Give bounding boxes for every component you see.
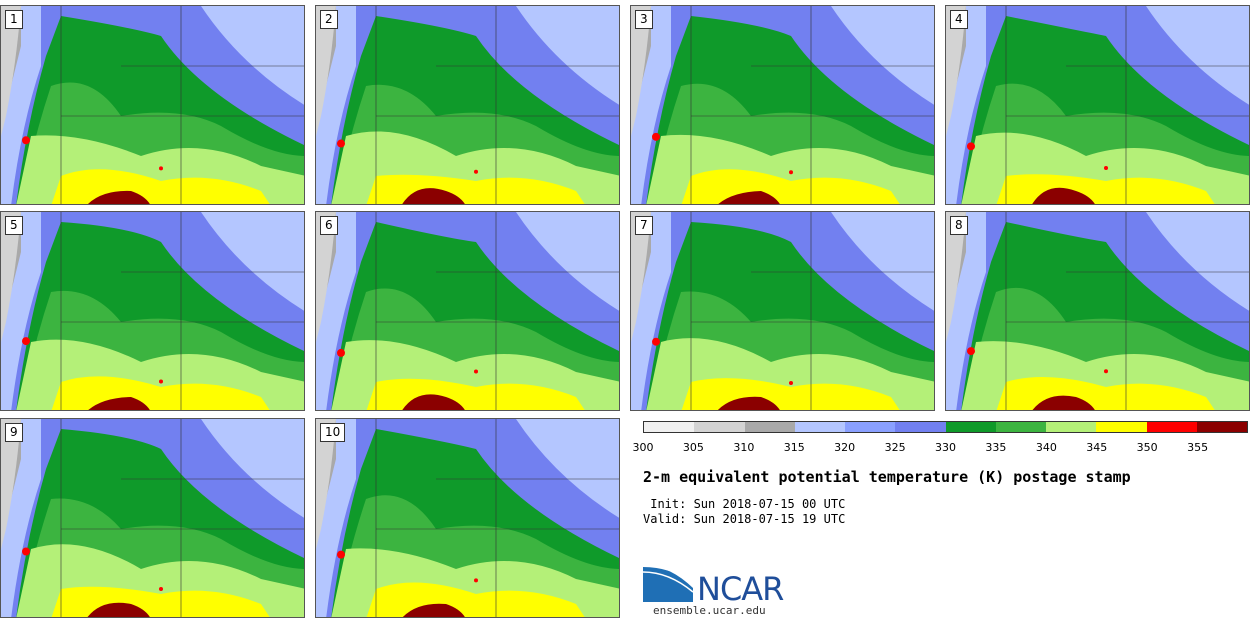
map-panel: 10	[315, 418, 620, 618]
map-panel: 6	[315, 211, 620, 411]
map-panel: 4	[945, 5, 1250, 205]
time-info: Init: Sun 2018-07-15 00 UTC Valid: Sun 2…	[643, 497, 845, 527]
panel-label: 8	[950, 216, 968, 235]
colorbar-tick-label: 355	[1187, 441, 1209, 454]
map-panel: 5	[0, 211, 305, 411]
colorbar	[643, 421, 1248, 433]
ncar-logo-icon	[643, 565, 694, 602]
colorbar-tick-label: 350	[1136, 441, 1158, 454]
colorbar-swatch	[895, 422, 946, 432]
colorbar-ticks: 300 305 310 315 320 325 330 335 340 345 350 355	[633, 441, 1248, 455]
panel-label: 4	[950, 10, 968, 29]
map-panel: 7	[630, 211, 935, 411]
figure-title: 2-m equivalent potential temperature (K)…	[643, 468, 1131, 486]
panel-label: 3	[635, 10, 653, 29]
panel-label: 5	[5, 216, 23, 235]
colorbar-tick-label: 345	[1086, 441, 1108, 454]
colorbar-tick-label: 300	[632, 441, 654, 454]
site-url: ensemble.ucar.edu	[653, 604, 766, 617]
colorbar-swatch	[1096, 422, 1147, 432]
colorbar-swatch	[945, 422, 996, 432]
panel-label: 6	[320, 216, 338, 235]
colorbar-swatch	[845, 422, 896, 432]
colorbar-tick-label: 325	[884, 441, 906, 454]
panel-label: 7	[635, 216, 653, 235]
colorbar-tick-label: 315	[783, 441, 805, 454]
colorbar-tick-label: 340	[1035, 441, 1057, 454]
panel-label: 2	[320, 10, 338, 29]
panel-label: 10	[320, 423, 346, 442]
panel-label: 9	[5, 423, 23, 442]
colorbar-swatch	[1046, 422, 1097, 432]
map-panel: 2	[315, 5, 620, 205]
colorbar-swatch	[644, 422, 695, 432]
colorbar-tick-label: 320	[834, 441, 856, 454]
colorbar-swatch	[995, 422, 1046, 432]
map-panel: 9	[0, 418, 305, 618]
map-panel: 1	[0, 5, 305, 205]
map-panel: 3	[630, 5, 935, 205]
colorbar-tick-label: 305	[682, 441, 704, 454]
init-time: Init: Sun 2018-07-15 00 UTC	[643, 497, 846, 511]
colorbar-tick-label: 335	[985, 441, 1007, 454]
map-panel: 8	[945, 211, 1250, 411]
colorbar-swatch	[794, 422, 845, 432]
panel-label: 1	[5, 10, 23, 29]
colorbar-swatch	[1196, 422, 1247, 432]
colorbar-swatch	[744, 422, 795, 432]
colorbar-tick-label: 330	[935, 441, 956, 454]
logo-text: NCAR	[697, 570, 784, 608]
colorbar-swatch	[694, 422, 745, 432]
valid-time: Valid: Sun 2018-07-15 19 UTC	[643, 512, 846, 526]
colorbar-swatch	[1146, 422, 1197, 432]
colorbar-tick-label: 310	[733, 441, 755, 454]
